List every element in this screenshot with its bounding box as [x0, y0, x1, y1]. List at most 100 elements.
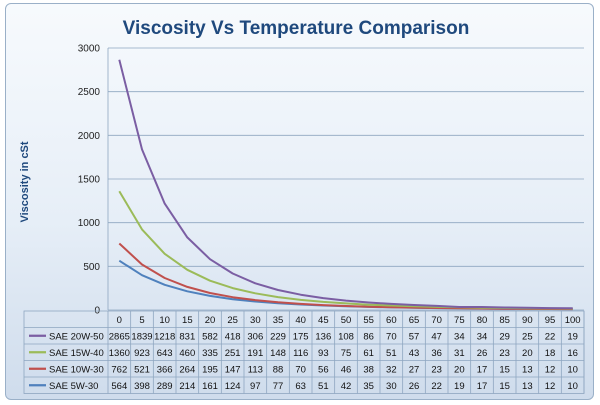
y-tick-label: 500	[83, 262, 100, 273]
legend-label: SAE 10W-30	[49, 365, 104, 376]
data-label: 70	[386, 332, 397, 343]
data-label: 63	[295, 381, 306, 392]
x-tick-label: 75	[454, 315, 465, 326]
data-label: 34	[454, 332, 465, 343]
data-label: 147	[225, 365, 241, 376]
data-label: 2865	[109, 332, 130, 343]
x-tick-label: 30	[250, 315, 261, 326]
data-label: 77	[273, 381, 284, 392]
data-table: 0 5 10 15 20 25 30 35 40 45 50 55 60 65 70 75 80 85 90 95 10…	[23, 310, 585, 394]
x-tick-label: 85	[499, 315, 510, 326]
x-tick-label: 10	[159, 315, 170, 326]
x-tick-label: 50	[341, 315, 352, 326]
data-label: 191	[247, 348, 263, 359]
data-label: 16	[567, 348, 578, 359]
x-tick-label: 15	[182, 315, 193, 326]
data-label: 15	[499, 365, 510, 376]
data-label: 30	[386, 381, 397, 392]
y-axis-label: Viscosity in cSt	[19, 141, 31, 222]
data-label: 32	[386, 365, 397, 376]
data-label: 264	[179, 365, 195, 376]
legend-label: SAE 15W-40	[49, 348, 104, 359]
data-label: 29	[499, 332, 510, 343]
data-label: 148	[270, 348, 286, 359]
data-label: 70	[295, 365, 306, 376]
data-label: 12	[545, 381, 556, 392]
x-tick-label: 65	[409, 315, 420, 326]
data-label: 124	[225, 381, 241, 392]
x-tick-label: 100	[565, 315, 581, 326]
data-label: 86	[363, 332, 374, 343]
data-label: 923	[134, 348, 150, 359]
data-label: 195	[202, 365, 218, 376]
data-label: 113	[248, 365, 263, 376]
x-tick-label: 80	[477, 315, 488, 326]
data-label: 460	[179, 348, 195, 359]
grid-layer	[107, 47, 584, 311]
data-label: 38	[363, 365, 374, 376]
y-tick-label: 2500	[78, 87, 101, 98]
x-tick-label: 90	[522, 315, 533, 326]
data-label: 161	[202, 381, 218, 392]
data-label: 26	[477, 348, 488, 359]
chart-frame: Viscosity Vs Temperature Comparison Visc…	[5, 3, 594, 400]
data-label: 23	[499, 348, 510, 359]
data-label: 34	[477, 332, 488, 343]
data-label: 582	[202, 332, 218, 343]
data-label: 335	[202, 348, 218, 359]
data-label: 43	[409, 348, 420, 359]
data-label: 175	[293, 332, 309, 343]
chart-title: Viscosity Vs Temperature Comparison	[123, 18, 470, 39]
data-label: 214	[179, 381, 195, 392]
data-label: 18	[545, 348, 556, 359]
data-label: 108	[338, 332, 354, 343]
data-label: 17	[477, 381, 488, 392]
data-label: 25	[522, 332, 533, 343]
data-label: 398	[134, 381, 150, 392]
data-label: 306	[247, 332, 263, 343]
data-label: 26	[409, 381, 420, 392]
data-label: 12	[545, 365, 556, 376]
data-label: 57	[409, 332, 420, 343]
data-label: 10	[567, 365, 578, 376]
data-label: 521	[134, 365, 150, 376]
series-line	[118, 59, 573, 310]
data-label: 251	[225, 348, 241, 359]
data-label: 15	[499, 381, 510, 392]
data-label: 136	[315, 332, 331, 343]
x-tick-label: 95	[545, 315, 556, 326]
data-label: 47	[431, 332, 442, 343]
data-label: 831	[179, 332, 195, 343]
series-line	[118, 259, 573, 311]
data-label: 13	[522, 381, 533, 392]
data-label: 19	[454, 381, 465, 392]
legend-label: SAE 5W-30	[49, 381, 98, 392]
y-tick-label: 2000	[78, 131, 101, 142]
data-label: 35	[363, 381, 374, 392]
data-label: 564	[111, 381, 127, 392]
data-label: 51	[318, 381, 329, 392]
data-label: 61	[363, 348, 374, 359]
y-tick-label: 1000	[78, 218, 101, 229]
legend-label: SAE 20W-50	[49, 332, 104, 343]
data-label: 17	[477, 365, 488, 376]
data-label: 762	[111, 365, 127, 376]
data-label: 418	[225, 332, 241, 343]
data-label: 22	[545, 332, 556, 343]
data-label: 56	[318, 365, 329, 376]
x-tick-label: 0	[117, 315, 122, 326]
x-tick-label: 55	[363, 315, 374, 326]
data-label: 75	[341, 348, 352, 359]
data-label: 1360	[109, 348, 130, 359]
x-tick-label: 45	[318, 315, 329, 326]
data-label: 22	[431, 381, 442, 392]
x-tick-label: 60	[386, 315, 397, 326]
data-label: 20	[454, 365, 465, 376]
data-label: 97	[250, 381, 261, 392]
chart-svg: Viscosity Vs Temperature Comparison Visc…	[19, 18, 585, 394]
x-tick-label: 70	[431, 315, 442, 326]
y-tick-label: 1500	[78, 175, 101, 186]
data-label: 46	[341, 365, 352, 376]
data-label: 93	[318, 348, 329, 359]
